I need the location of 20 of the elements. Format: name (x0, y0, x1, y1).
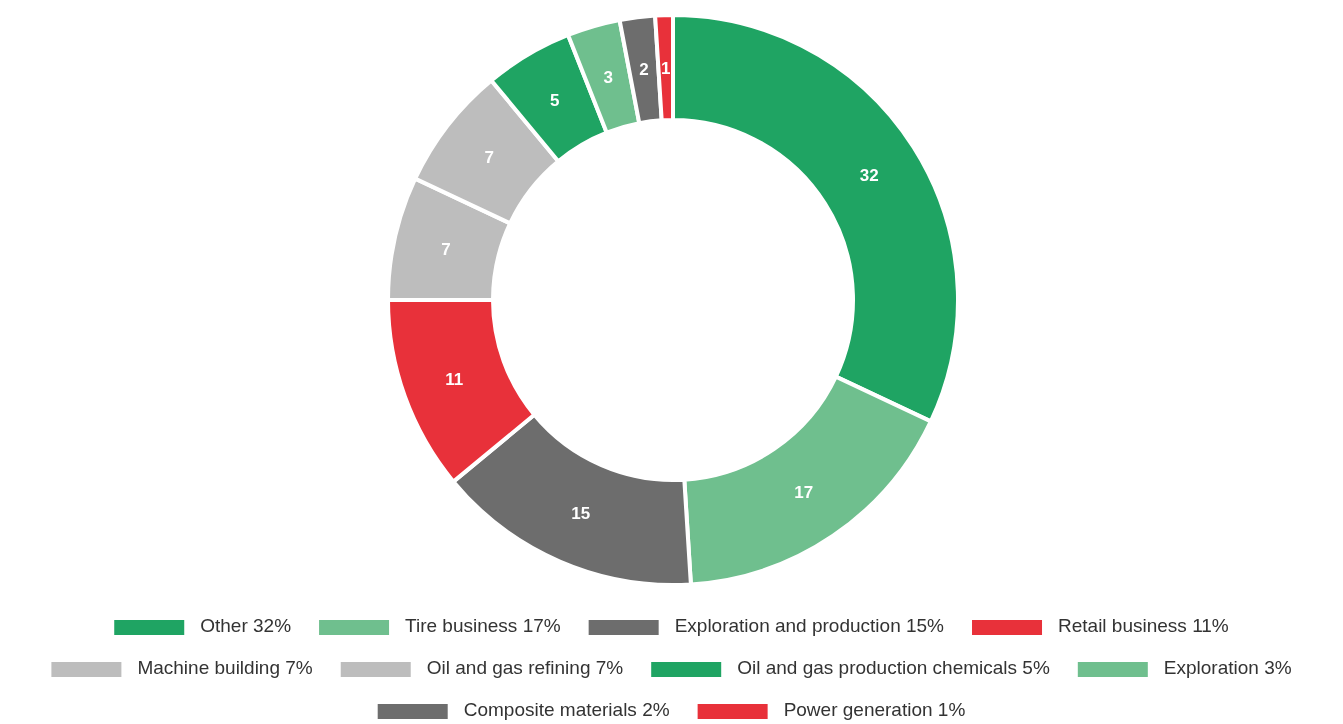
legend-label: Oil and gas refining 7% (426, 657, 624, 678)
legend-label: Tire business 17% (405, 615, 561, 636)
legend-label: Machine building 7% (137, 657, 313, 678)
data-label: 3 (603, 67, 613, 87)
legend-label: Exploration 3% (1163, 657, 1292, 678)
data-label: 5 (549, 90, 560, 110)
data-label: 7 (484, 148, 495, 168)
data-label: 15 (571, 504, 591, 524)
legend-label: Power generation 1% (783, 699, 966, 720)
legend-label: Exploration and production 15% (674, 615, 945, 636)
data-label: 1 (660, 58, 671, 78)
data-label: 17 (794, 483, 814, 503)
legend-label: Other 32% (200, 615, 292, 636)
data-label: 7 (441, 240, 451, 260)
legend-label: Oil and gas production chemicals 5% (737, 657, 1050, 678)
data-label: 2 (639, 60, 649, 80)
legend-label: Retail business 11% (1058, 615, 1229, 636)
legend-label: Composite materials 2% (463, 699, 670, 720)
data-label: 11 (445, 369, 464, 389)
data-label: 32 (859, 166, 879, 186)
